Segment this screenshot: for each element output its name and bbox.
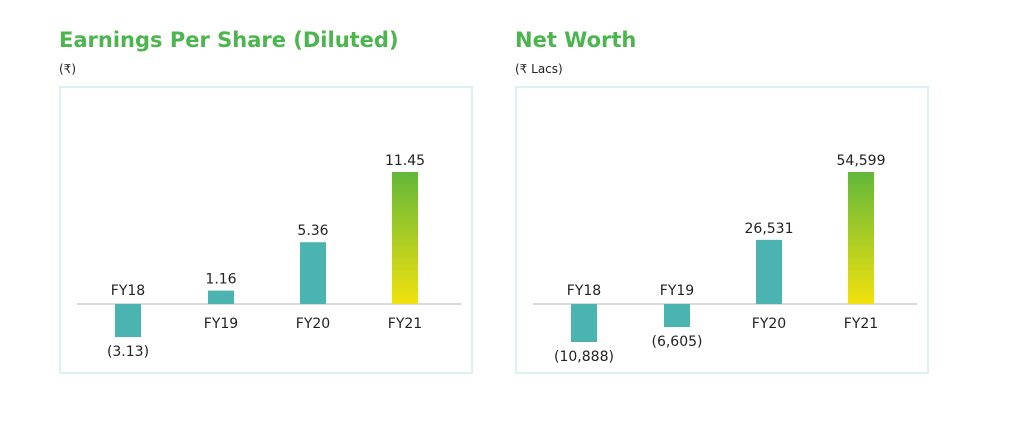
net-worth-value-label-fy18: (10,888) (554, 349, 614, 365)
net-worth-panel: Net Worth (₹ Lacs) (10,888) FY18 (6,605) FY… (515, 0, 935, 380)
net-worth-bar-fy19 (664, 304, 690, 328)
net-worth-bar-fy21 (848, 172, 874, 304)
eps-chart-title: Earnings Per Share (Diluted) (59, 28, 399, 52)
net-worth-value-label-fy19: (6,605) (651, 334, 702, 350)
eps-category-label-fy18: FY18 (111, 283, 145, 299)
net-worth-category-label-fy19: FY19 (660, 283, 694, 299)
net-worth-chart-unit: (₹ Lacs) (515, 62, 563, 76)
eps-value-label-fy21: 11.45 (385, 153, 425, 169)
eps-chart-frame: (3.13) FY18 1.16 FY19 5.36 FY20 11.45 FY21 (59, 86, 473, 374)
net-worth-category-label-fy18: FY18 (567, 283, 601, 299)
eps-bar-fy19 (208, 290, 234, 304)
net-worth-bar-fy20 (756, 239, 782, 304)
eps-value-label-fy20: 5.36 (297, 223, 328, 239)
eps-value-label-fy19: 1.16 (205, 272, 236, 288)
net-worth-category-label-fy20: FY20 (752, 316, 786, 332)
net-worth-category-label-fy21: FY21 (844, 316, 878, 332)
eps-category-label-fy21: FY21 (388, 316, 422, 332)
net-worth-chart-title: Net Worth (515, 28, 637, 52)
net-worth-bar-chart: (10,888) FY18 (6,605) FY19 26,531 FY20 54,599 F… (533, 153, 917, 365)
eps-category-label-fy19: FY19 (204, 316, 238, 332)
eps-bar-fy18 (115, 304, 141, 338)
eps-bar-chart: (3.13) FY18 1.16 FY19 5.36 FY20 11.45 FY21 (77, 153, 461, 360)
eps-bar-fy21 (392, 172, 418, 304)
net-worth-chart-frame: (10,888) FY18 (6,605) FY19 26,531 FY20 54,599 F… (515, 86, 929, 374)
net-worth-value-label-fy21: 54,599 (837, 153, 886, 169)
net-worth-value-label-fy20: 26,531 (745, 221, 794, 237)
eps-value-label-fy18: (3.13) (107, 344, 149, 360)
eps-category-label-fy20: FY20 (296, 316, 330, 332)
eps-bar-fy20 (300, 242, 326, 304)
net-worth-bar-fy18 (571, 304, 597, 342)
eps-panel: Earnings Per Share (Diluted) (₹) (3.13) F… (59, 0, 479, 380)
eps-chart-unit: (₹) (59, 62, 76, 76)
